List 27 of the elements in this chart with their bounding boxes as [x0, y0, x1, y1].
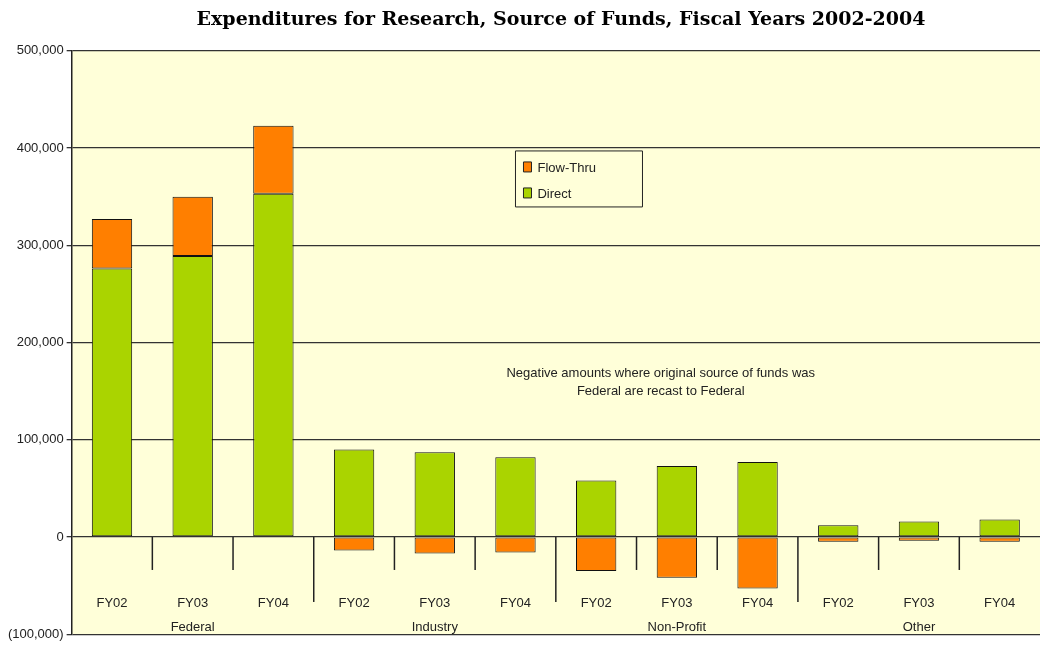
x-tick-label: FY02 — [96, 594, 128, 610]
x-tick-label: FY02 — [338, 594, 370, 610]
y-tick-label: (100,000) — [7, 625, 64, 641]
annotation: Negative amounts where original source of funds was Federal are recast to Federal — [506, 364, 816, 398]
x-tick-label: FY03 — [419, 594, 451, 610]
y-tick-label: 400,000 — [16, 139, 64, 155]
x-tick-label: FY04 — [257, 594, 289, 610]
legend-label: Direct — [537, 185, 572, 201]
x-tick-label: FY03 — [903, 594, 935, 610]
x-tick-label: FY04 — [984, 594, 1016, 610]
annotation: Industry — [411, 618, 459, 634]
y-tick-label: 200,000 — [16, 334, 64, 350]
y-tick-label: 500,000 — [16, 42, 64, 58]
x-tick-label: FY02 — [822, 594, 854, 610]
x-tick-label: FY03 — [177, 594, 209, 610]
y-tick-label: 100,000 — [16, 431, 64, 447]
annotation: Non-Profit — [647, 618, 707, 634]
x-tick-label: FY04 — [499, 594, 532, 610]
y-tick-label: 300,000 — [16, 236, 64, 252]
chart-title: Expenditures for Research, Source of Funds, Fiscal Years 2002-2004 — [195, 6, 927, 31]
x-tick-label: FY03 — [661, 594, 693, 610]
x-tick-label: FY02 — [580, 594, 612, 610]
annotation: Federal — [170, 618, 215, 634]
legend-label: Flow-Thru — [537, 159, 596, 175]
y-tick-label: 0 — [56, 528, 64, 544]
annotation: Other — [902, 618, 936, 634]
x-tick-label: FY04 — [742, 594, 774, 610]
